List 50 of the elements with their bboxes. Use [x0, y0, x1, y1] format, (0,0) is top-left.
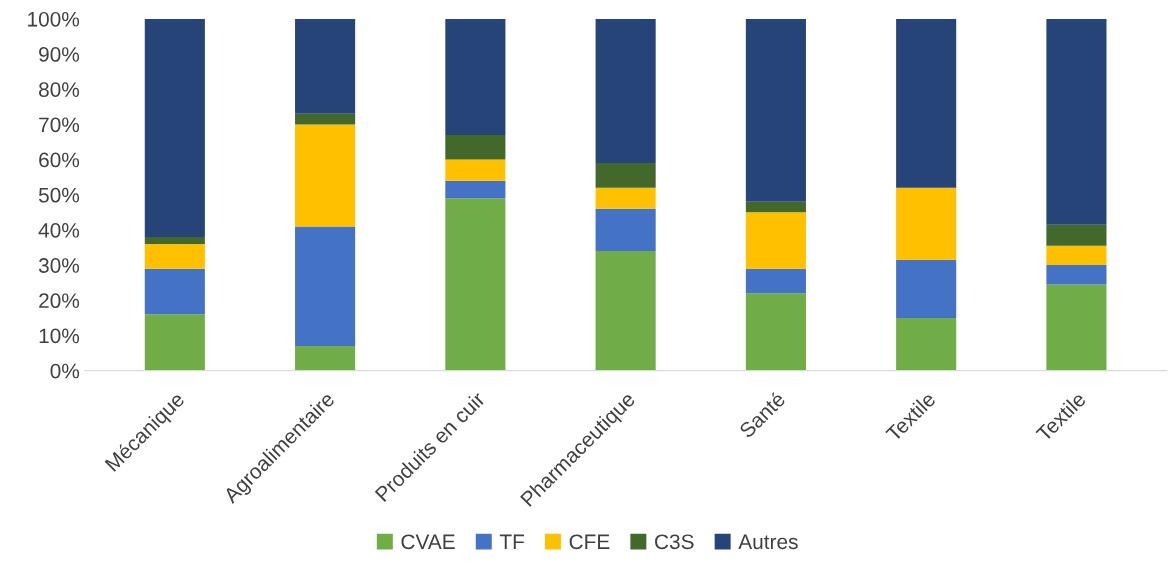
- bar: [745, 201, 806, 213]
- bar: [1046, 284, 1107, 371]
- legend-label: CFE: [569, 534, 610, 550]
- y-tick-label: 30%: [38, 258, 80, 273]
- bar: [144, 18, 205, 237]
- y-tick-label: 90%: [39, 47, 80, 62]
- bar: [896, 18, 957, 188]
- bar: [595, 18, 656, 164]
- bar: [445, 134, 506, 160]
- bar: [896, 187, 957, 260]
- bar: [144, 268, 205, 315]
- bar: [1046, 224, 1107, 246]
- y-tick-label: 50%: [38, 187, 80, 203]
- bar: [445, 18, 506, 135]
- legend-label: TF: [499, 534, 524, 549]
- bar: [445, 180, 506, 199]
- legend-label: Autres: [738, 534, 798, 550]
- bar: [1046, 245, 1107, 266]
- legend-label: CVAE: [401, 534, 455, 550]
- bar: [445, 159, 506, 181]
- y-tick-label: 40%: [38, 222, 80, 238]
- legend-label: C3S: [655, 534, 694, 550]
- y-tick-label: 20%: [39, 293, 80, 309]
- bar: [144, 236, 205, 245]
- bar: [745, 293, 806, 371]
- y-tick-label: 10%: [39, 328, 80, 344]
- bar: [595, 187, 656, 209]
- bar: [144, 314, 205, 371]
- bar: [295, 346, 356, 371]
- bar: [595, 208, 656, 252]
- y-tick-label: 80%: [39, 82, 80, 97]
- y-tick-label: 0%: [50, 363, 80, 379]
- bar: [295, 226, 356, 347]
- y-tick-label: 60%: [39, 152, 80, 168]
- bar: [595, 163, 656, 188]
- bar: [1046, 18, 1107, 225]
- y-tick-label: 70%: [39, 117, 80, 133]
- bar: [896, 259, 957, 318]
- bar: [745, 18, 806, 202]
- bar: [595, 251, 656, 371]
- bar: [295, 18, 356, 114]
- bar: [745, 212, 806, 269]
- y-tick-label: 100%: [28, 11, 80, 27]
- bar: [295, 124, 356, 227]
- bar: [445, 198, 506, 371]
- bar: [745, 268, 806, 294]
- bar: [1046, 265, 1107, 285]
- bar: [144, 244, 205, 269]
- bar: [295, 113, 356, 125]
- bar: [896, 317, 957, 371]
